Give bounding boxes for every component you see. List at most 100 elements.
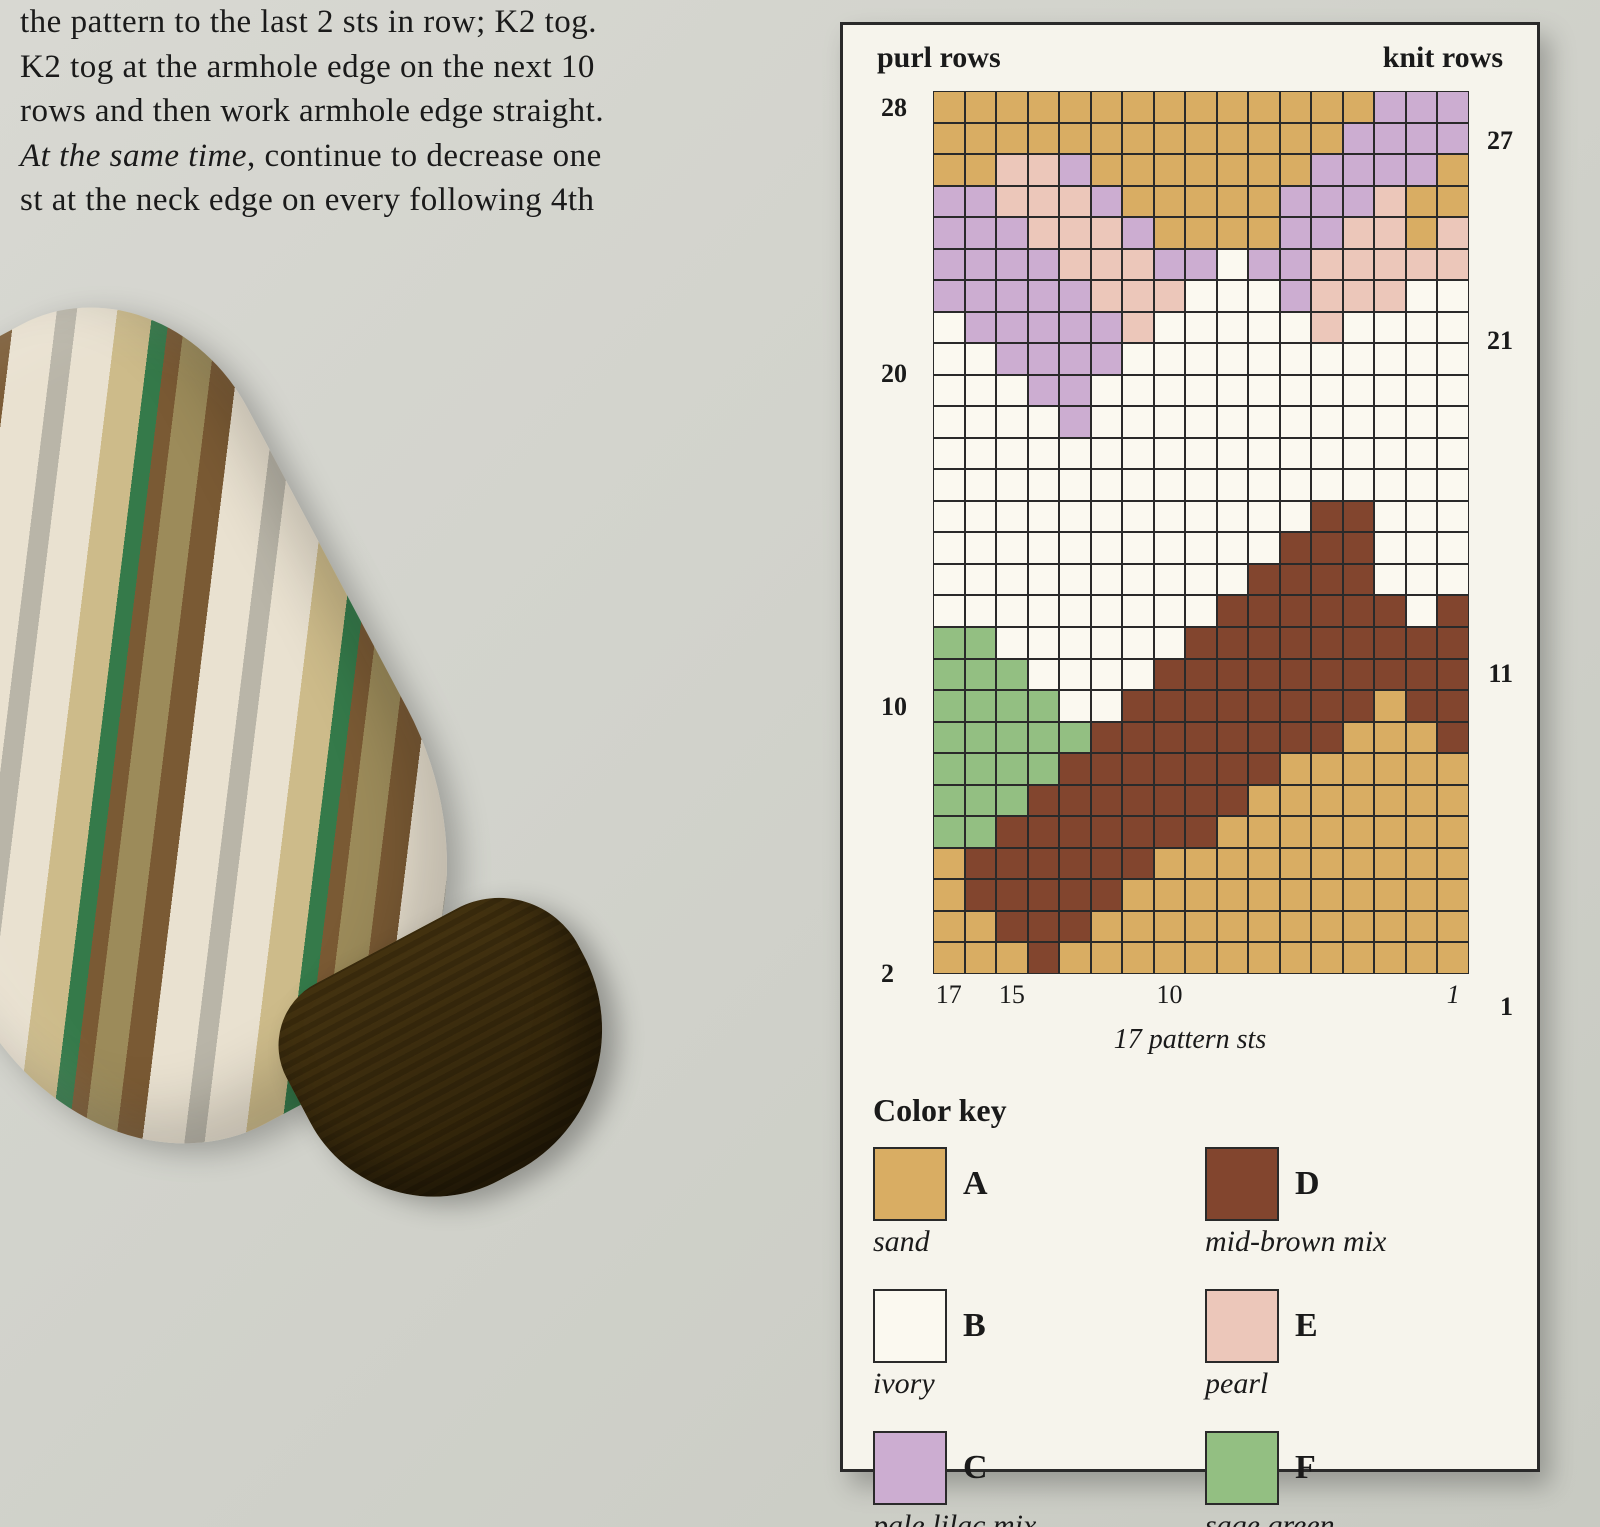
chart-cell [1028, 123, 1060, 155]
chart-cell [1028, 280, 1060, 312]
chart-cell [1311, 217, 1343, 249]
chart-cell [1122, 627, 1154, 659]
chart-cell [965, 785, 997, 817]
chart-cell [1091, 848, 1123, 880]
chart-cell [1311, 753, 1343, 785]
chart-cell [1059, 753, 1091, 785]
chart-cell [1437, 217, 1469, 249]
chart-cell [1185, 816, 1217, 848]
chart-cell [965, 406, 997, 438]
chart-cell [965, 375, 997, 407]
chart-cell [1374, 217, 1406, 249]
chart-cell [1406, 595, 1438, 627]
chart-cell [1154, 280, 1186, 312]
chart-cell [1280, 406, 1312, 438]
chart-cell [1185, 942, 1217, 974]
chart-cell [1437, 312, 1469, 344]
chart-cell [1028, 406, 1060, 438]
chart-cell [1406, 123, 1438, 155]
chart-cell [1374, 564, 1406, 596]
chart-cell [965, 123, 997, 155]
chart-cell [1154, 154, 1186, 186]
chart-cell [1122, 154, 1154, 186]
chart-cell [1437, 942, 1469, 974]
chart-cell [933, 785, 965, 817]
chart-cell [1217, 186, 1249, 218]
chart-cell [1091, 753, 1123, 785]
chart-cell [1185, 722, 1217, 754]
chart-cell [1406, 280, 1438, 312]
chart-cell [1437, 659, 1469, 691]
chart-cell [1248, 406, 1280, 438]
chart-cell [1374, 911, 1406, 943]
chart-cell [1248, 753, 1280, 785]
chart-cell [1185, 312, 1217, 344]
chart-cell [933, 186, 965, 218]
chart-cell [1059, 469, 1091, 501]
chart-cell [1185, 375, 1217, 407]
chart-cell [933, 438, 965, 470]
chart-cell [1343, 280, 1375, 312]
chart-cell [1217, 627, 1249, 659]
chart-cell [1154, 911, 1186, 943]
chart-cell [1374, 375, 1406, 407]
chart-cell [1406, 785, 1438, 817]
chart-cell [1154, 785, 1186, 817]
chart-cell [996, 532, 1028, 564]
swatch-name: sand [873, 1225, 1175, 1259]
chart-cell [1028, 375, 1060, 407]
chart-cell [1311, 375, 1343, 407]
chart-cell [1028, 501, 1060, 533]
chart-cell [1122, 753, 1154, 785]
chart-cell [1343, 690, 1375, 722]
chart-cell [1059, 343, 1091, 375]
chart-cell [1217, 438, 1249, 470]
chart-cell [1122, 280, 1154, 312]
chart-cell [933, 249, 965, 281]
x-tick: 15 [999, 980, 1025, 1010]
y-tick-right: 1 [1500, 992, 1513, 1022]
chart-cell [1406, 942, 1438, 974]
chart-cell [996, 186, 1028, 218]
chart-cell [1028, 438, 1060, 470]
chart-cell [996, 154, 1028, 186]
chart-cell [1280, 343, 1312, 375]
chart-cell [1280, 375, 1312, 407]
chart-cell [1437, 753, 1469, 785]
swatch-letter: E [1295, 1307, 1318, 1345]
chart-cell [1248, 154, 1280, 186]
chart-cell [1343, 312, 1375, 344]
knitted-sleeve-photo [0, 155, 856, 1464]
chart-cell [1091, 123, 1123, 155]
color-chart: 1715101 28201022721111 [933, 81, 1469, 1014]
y-tick-right: 27 [1487, 126, 1513, 156]
chart-cell [1406, 753, 1438, 785]
chart-cell [1059, 816, 1091, 848]
chart-cell [1154, 532, 1186, 564]
chart-cell [1217, 375, 1249, 407]
chart-cell [1122, 123, 1154, 155]
chart-cell [1406, 469, 1438, 501]
chart-cell [1091, 469, 1123, 501]
pattern-instructions: the pattern to the last 2 sts in row; K2… [20, 0, 760, 223]
chart-cell [1437, 911, 1469, 943]
chart-cell [1311, 280, 1343, 312]
chart-cell [1374, 816, 1406, 848]
chart-cell [1406, 627, 1438, 659]
chart-cell [1248, 722, 1280, 754]
chart-cell [1028, 186, 1060, 218]
chart-cell [1059, 312, 1091, 344]
chart-cell [933, 406, 965, 438]
chart-panel: purl rows knit rows 1715101 282010227211… [840, 22, 1540, 1472]
chart-cell [1091, 942, 1123, 974]
chart-cell [1311, 406, 1343, 438]
chart-cell [1185, 438, 1217, 470]
chart-cell [1059, 627, 1091, 659]
chart-cell [1122, 343, 1154, 375]
chart-cell [1311, 312, 1343, 344]
chart-cell [965, 595, 997, 627]
chart-cell [1248, 501, 1280, 533]
chart-cell [1406, 911, 1438, 943]
chart-cell [1343, 659, 1375, 691]
chart-cell [1122, 690, 1154, 722]
